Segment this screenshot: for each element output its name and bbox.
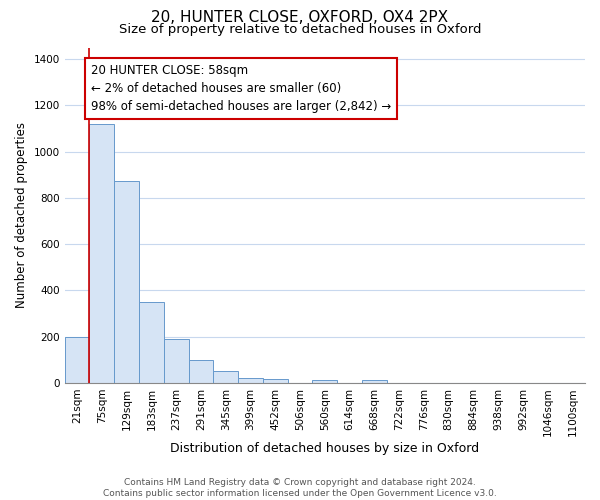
Text: 20 HUNTER CLOSE: 58sqm
← 2% of detached houses are smaller (60)
98% of semi-deta: 20 HUNTER CLOSE: 58sqm ← 2% of detached … (91, 64, 391, 112)
Bar (139, 302, 164, 383)
Bar (238, 378, 263, 383)
Bar (89, 124, 114, 383)
Text: Contains HM Land Registry data © Crown copyright and database right 2024.
Contai: Contains HM Land Registry data © Crown c… (103, 478, 497, 498)
Bar (214, 371, 238, 383)
Bar (313, 380, 337, 383)
Bar (188, 360, 214, 383)
Text: Size of property relative to detached houses in Oxford: Size of property relative to detached ho… (119, 22, 481, 36)
Bar (65, 336, 89, 383)
Y-axis label: Number of detached properties: Number of detached properties (15, 122, 28, 308)
X-axis label: Distribution of detached houses by size in Oxford: Distribution of detached houses by size … (170, 442, 479, 455)
Bar (263, 380, 287, 383)
Text: 20, HUNTER CLOSE, OXFORD, OX4 2PX: 20, HUNTER CLOSE, OXFORD, OX4 2PX (151, 10, 449, 25)
Bar (164, 339, 188, 383)
Bar (114, 180, 139, 383)
Bar (362, 380, 387, 383)
